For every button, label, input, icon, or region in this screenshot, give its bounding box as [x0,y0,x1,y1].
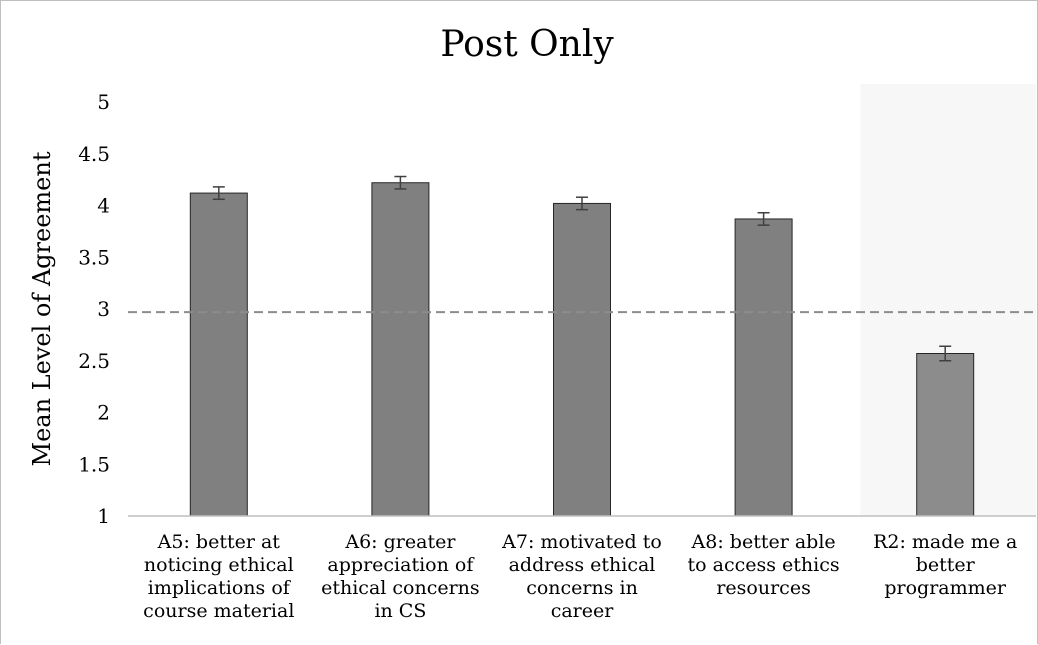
x-tick-label: A6: greater appreciation of ethical concer… [321,531,480,622]
y-tick-label: 5 [97,90,110,114]
x-tick-label: R2: made me a better programmer [873,531,1017,599]
y-tick-label: 4.5 [78,142,110,166]
bar [553,202,611,517]
x-tick-label: A5: better at noticing ethical implication… [143,531,294,622]
y-axis-label: Mean Level of Agreement [28,151,56,466]
x-tick-label: A7: motivated to address ethical concerns … [501,531,662,622]
chart-title: Post Only [440,24,614,65]
error-bar [757,211,770,226]
y-tick-label: 4 [97,194,110,218]
y-tick-label: 2.5 [78,349,110,373]
bars [189,175,975,517]
error-bar [939,345,952,362]
y-tick-label: 3.5 [78,245,110,269]
bar [189,192,248,517]
y-tick-label: 2 [97,401,110,425]
y-tick-label: 1.5 [78,452,110,476]
y-tick-label: 3 [97,297,110,321]
bar [734,218,793,517]
error-bar [212,186,225,201]
bar [371,182,430,517]
x-tick-label: A8: better able to access ethics resources [688,531,840,599]
category-labels: A5: better at noticing ethical implication… [143,531,1017,622]
y-tick-label: 1 [97,504,110,528]
error-bar [576,196,588,211]
y-ticks: 1 1.5 2 2.5 3 3.5 4 4.5 5 [78,90,110,528]
error-bar [394,175,407,190]
bar [916,353,975,517]
